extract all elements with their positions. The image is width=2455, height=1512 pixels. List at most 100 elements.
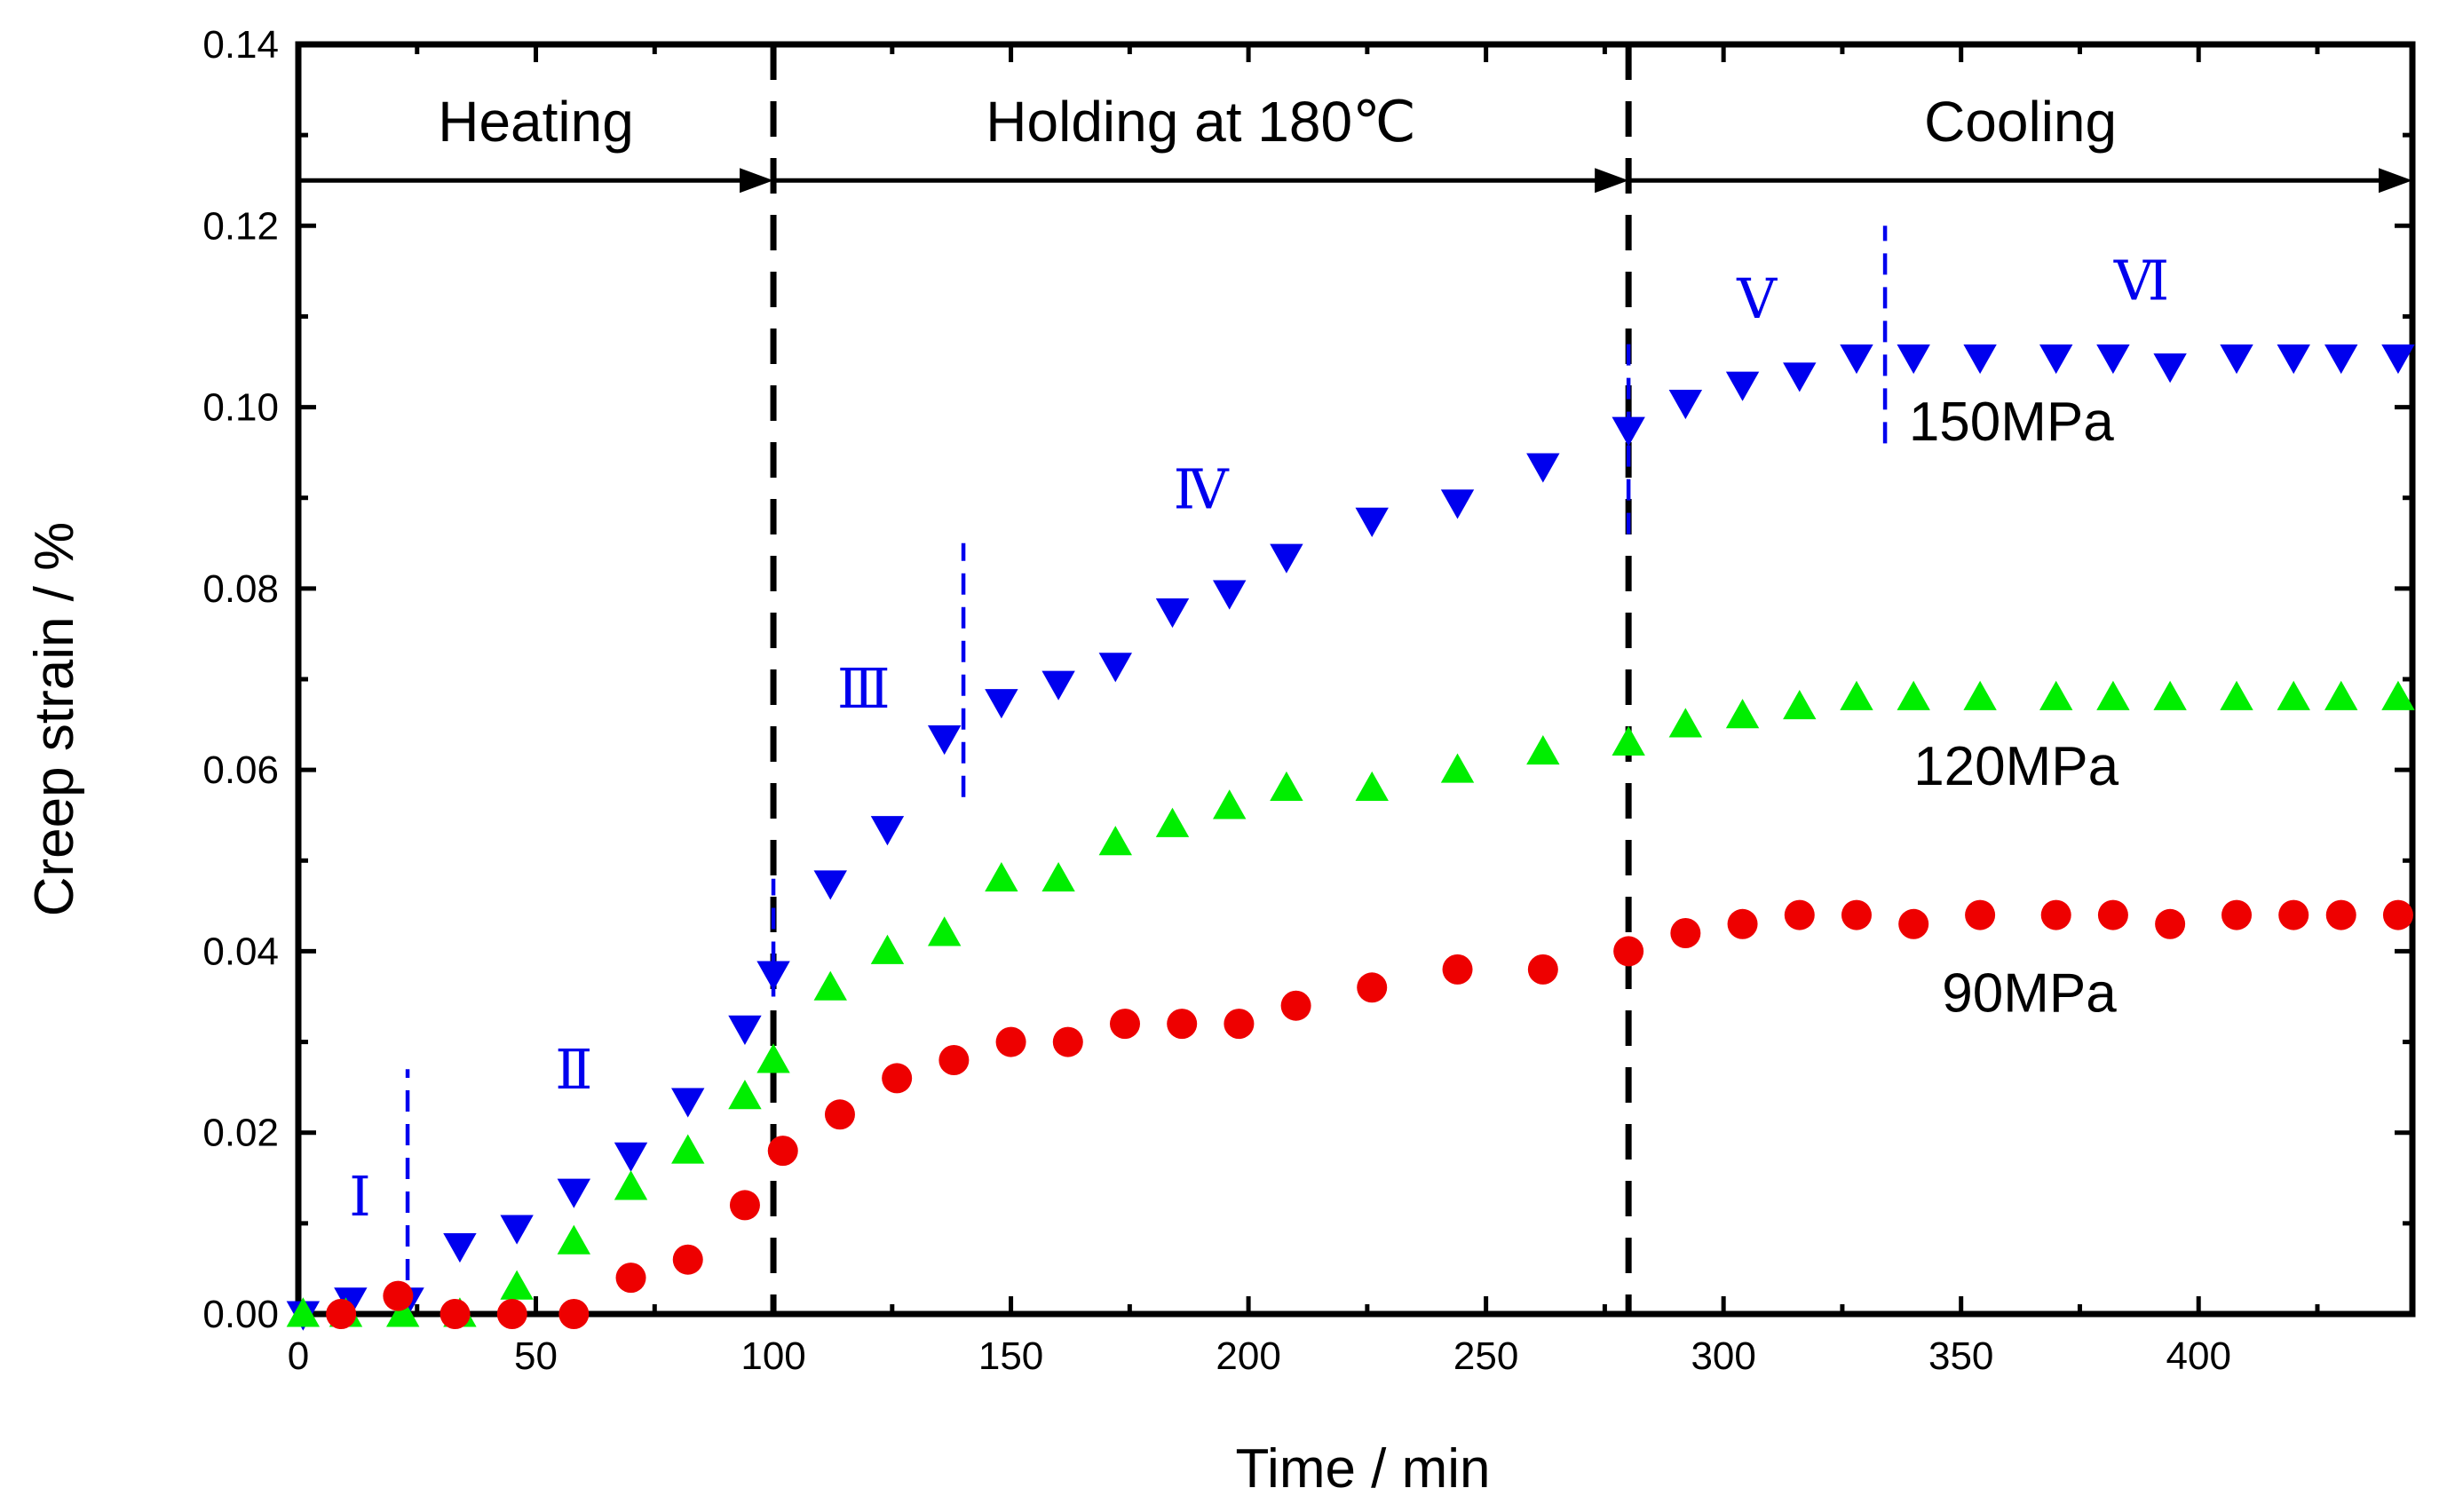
data-point-90MPa [995, 1026, 1026, 1057]
phase-arrow-head [2379, 168, 2412, 194]
phase-arrow-head [1595, 168, 1629, 194]
series-label: 150MPa [1909, 392, 2114, 453]
data-point-90MPa [1898, 908, 1929, 939]
data-point-120MPa [1440, 753, 1475, 783]
data-point-120MPa [2277, 680, 2310, 710]
data-point-120MPa [557, 1224, 591, 1255]
data-point-120MPa [2381, 680, 2415, 710]
data-point-120MPa [756, 1043, 790, 1073]
data-point-150MPa [728, 1015, 762, 1045]
data-point-120MPa [1897, 680, 1930, 710]
data-point-120MPa [286, 1297, 321, 1327]
data-point-90MPa [1167, 1009, 1198, 1040]
data-point-90MPa [1280, 990, 1311, 1021]
phase-label: Cooling [1924, 90, 2117, 154]
data-point-90MPa [1784, 899, 1815, 930]
data-point-150MPa [1668, 390, 1703, 420]
x-tick-label: 300 [1691, 1334, 1755, 1378]
data-point-150MPa [1355, 507, 1389, 537]
data-point-90MPa [2278, 899, 2309, 930]
data-point-90MPa [1965, 899, 1996, 930]
data-point-120MPa [2039, 680, 2073, 710]
y-tick-label: 0.08 [202, 567, 279, 611]
data-point-150MPa [1041, 670, 1075, 701]
data-point-150MPa [813, 870, 847, 900]
data-point-90MPa [615, 1263, 646, 1294]
data-point-90MPa [440, 1299, 471, 1329]
data-point-150MPa [2153, 353, 2187, 384]
data-point-150MPa [2096, 344, 2130, 375]
data-point-150MPa [2324, 344, 2358, 375]
data-point-90MPa [1224, 1009, 1255, 1040]
data-point-120MPa [985, 862, 1018, 892]
data-point-90MPa [1670, 918, 1701, 948]
x-tick-label: 400 [2166, 1334, 2231, 1378]
data-point-120MPa [1155, 807, 1190, 837]
data-point-90MPa [496, 1299, 527, 1329]
y-tick-label: 0.10 [202, 386, 279, 430]
y-tick-label: 0.00 [202, 1293, 279, 1336]
data-point-120MPa [614, 1170, 648, 1200]
data-point-90MPa [2155, 908, 2186, 939]
data-point-90MPa [1613, 936, 1644, 967]
data-point-120MPa [728, 1080, 762, 1110]
x-tick-label: 350 [1928, 1334, 1993, 1378]
data-point-90MPa [1442, 954, 1473, 985]
series-150MPa [286, 344, 2415, 1331]
stage-label: Ⅱ [555, 1041, 592, 1101]
y-tick-label: 0.04 [202, 930, 279, 973]
data-point-150MPa [1155, 598, 1190, 629]
data-point-150MPa [500, 1215, 534, 1245]
series-label: 120MPa [1913, 736, 2118, 797]
phase-label: Heating [438, 90, 634, 154]
y-tick-label: 0.06 [202, 748, 279, 792]
data-point-120MPa [2220, 680, 2253, 710]
data-point-90MPa [383, 1280, 414, 1311]
x-tick-label: 100 [740, 1334, 805, 1378]
data-point-90MPa [1841, 899, 1872, 930]
series-120MPa [286, 680, 2415, 1327]
data-point-120MPa [1668, 708, 1703, 738]
data-point-120MPa [2153, 680, 2187, 710]
data-point-150MPa [1840, 344, 1873, 375]
data-point-90MPa [672, 1244, 703, 1275]
data-point-150MPa [1612, 416, 1645, 447]
data-point-90MPa [326, 1299, 357, 1329]
stage-label: Ⅲ [837, 660, 891, 720]
data-point-90MPa [1052, 1026, 1083, 1057]
stage-label: Ⅵ [2113, 252, 2169, 313]
data-point-120MPa [1963, 680, 1997, 710]
data-point-150MPa [557, 1178, 591, 1208]
x-tick-label: 150 [978, 1334, 1043, 1378]
data-point-90MPa [2382, 899, 2413, 930]
data-point-150MPa [443, 1232, 477, 1263]
data-point-150MPa [614, 1142, 648, 1172]
data-point-120MPa [1612, 725, 1645, 756]
data-point-90MPa [2097, 899, 2128, 930]
data-point-150MPa [671, 1088, 705, 1118]
data-point-120MPa [1526, 735, 1560, 765]
data-point-90MPa [1357, 972, 1388, 1003]
data-point-150MPa [927, 724, 962, 756]
data-point-90MPa [558, 1299, 590, 1329]
phase-label: Holding at 180℃ [986, 90, 1416, 154]
data-point-150MPa [2220, 344, 2253, 375]
data-point-90MPa [2221, 899, 2253, 930]
data-point-150MPa [1213, 580, 1247, 610]
x-tick-label: 250 [1453, 1334, 1518, 1378]
data-point-90MPa [882, 1063, 913, 1094]
data-point-90MPa [767, 1136, 798, 1167]
data-point-150MPa [1725, 371, 1760, 401]
data-point-150MPa [870, 816, 905, 846]
data-point-150MPa [1963, 344, 1997, 375]
data-point-150MPa [1526, 453, 1560, 483]
series-90MPa [326, 899, 2413, 1329]
data-point-120MPa [2096, 680, 2130, 710]
data-point-120MPa [2324, 680, 2358, 710]
data-point-150MPa [2381, 344, 2415, 375]
data-point-120MPa [1783, 689, 1817, 720]
x-tick-label: 50 [514, 1334, 558, 1378]
data-point-120MPa [1213, 789, 1247, 819]
data-point-120MPa [1725, 699, 1760, 729]
x-axis-title: Time / min [1235, 1438, 1490, 1500]
